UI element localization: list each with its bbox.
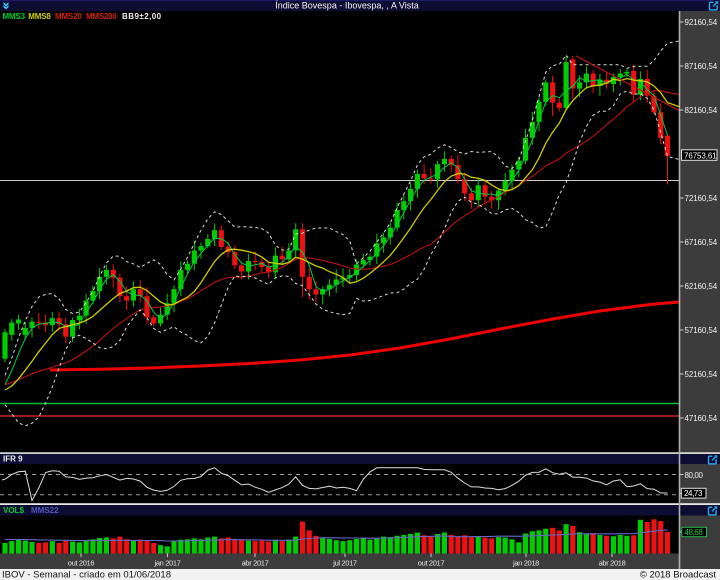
svg-text:48,68: 48,68 xyxy=(684,528,703,537)
svg-text:67160,54: 67160,54 xyxy=(685,238,718,247)
svg-text:MMS20: MMS20 xyxy=(55,12,82,21)
svg-text:MMS200: MMS200 xyxy=(86,12,117,21)
svg-text:82160,54: 82160,54 xyxy=(685,106,718,115)
svg-text:72160,54: 72160,54 xyxy=(685,194,718,203)
svg-text:BB9±2,00: BB9±2,00 xyxy=(122,12,162,21)
svg-text:47160,54: 47160,54 xyxy=(685,414,718,423)
svg-text:87160,54: 87160,54 xyxy=(685,62,718,71)
svg-text:VOL$: VOL$ xyxy=(3,506,24,515)
svg-text:MMS3: MMS3 xyxy=(3,12,26,21)
svg-text:IBOV - Semanal - criado em 01/: IBOV - Semanal - criado em 01/06/2018 xyxy=(2,570,171,580)
svg-text:jan 2017: jan 2017 xyxy=(154,558,181,567)
svg-text:IFR 9: IFR 9 xyxy=(3,455,23,464)
svg-text:MMS22: MMS22 xyxy=(31,506,59,515)
svg-text:MMS8: MMS8 xyxy=(28,12,51,21)
svg-text:92160,54: 92160,54 xyxy=(685,18,718,27)
svg-text:jul 2017: jul 2017 xyxy=(332,558,357,567)
svg-text:out 2017: out 2017 xyxy=(418,558,445,567)
svg-text:abr 2017: abr 2017 xyxy=(242,558,269,567)
svg-text:Índice Bovespa - Ibovespa, , A: Índice Bovespa - Ibovespa, , A Vista xyxy=(275,0,418,10)
svg-text:52160,54: 52160,54 xyxy=(685,370,718,379)
svg-text:jan 2018: jan 2018 xyxy=(512,558,539,567)
svg-text:abr 2018: abr 2018 xyxy=(599,558,626,567)
svg-text:24,73: 24,73 xyxy=(684,489,703,498)
svg-text:out 2016: out 2016 xyxy=(68,558,95,567)
svg-text:57160,54: 57160,54 xyxy=(685,326,718,335)
svg-text:76753,61: 76753,61 xyxy=(684,151,717,160)
svg-text:© 2018 Broadcast: © 2018 Broadcast xyxy=(640,570,717,580)
svg-text:62160,54: 62160,54 xyxy=(685,282,718,291)
svg-text:80,00: 80,00 xyxy=(685,471,704,480)
